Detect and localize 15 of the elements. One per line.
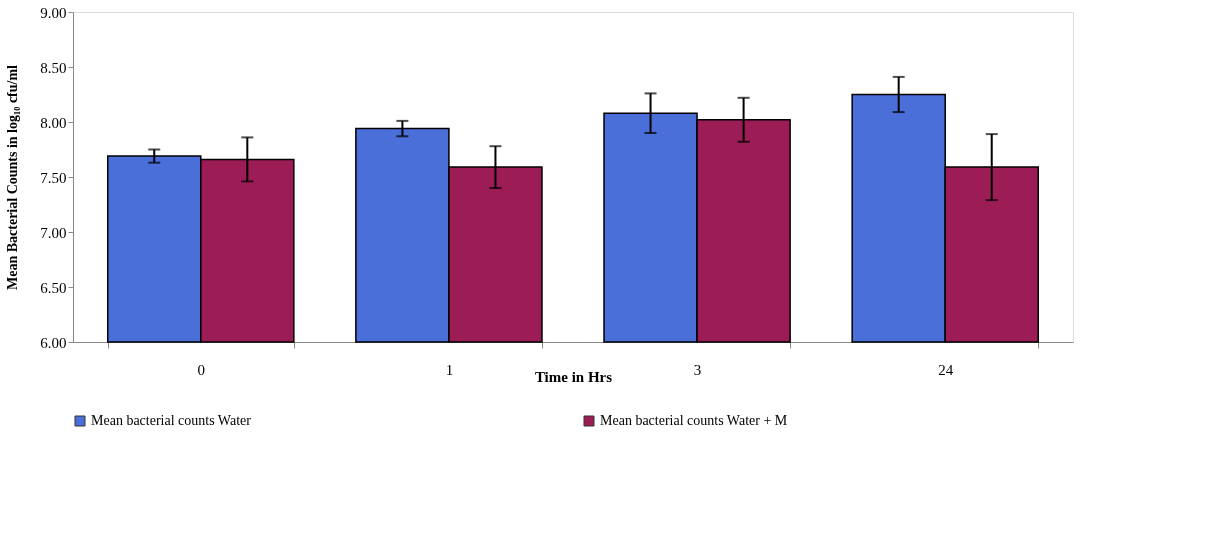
legend-label: Mean bacterial counts Water [91, 413, 252, 428]
y-tick-label: 9.00 [40, 4, 67, 21]
x-axis-title: Time in Hrs [534, 368, 613, 385]
y-tick-label: 7.50 [40, 169, 67, 186]
x-tick-label: 1 [445, 361, 454, 378]
legend-label: Mean bacterial counts Water + M [600, 413, 788, 428]
y-tick-label: 6.50 [40, 279, 67, 296]
y-axis-title: Mean Bacterial Counts in log₁₀ cfu/ml [5, 64, 21, 290]
y-tick-label: 8.00 [40, 114, 67, 131]
x-tick-label: 0 [197, 361, 206, 378]
y-tick-label: 8.50 [40, 59, 67, 76]
y-tick-label: 7.00 [40, 224, 67, 241]
x-tick-label: 3 [693, 361, 702, 378]
y-tick-label: 6.00 [40, 334, 67, 351]
x-tick-label: 24 [938, 361, 954, 378]
